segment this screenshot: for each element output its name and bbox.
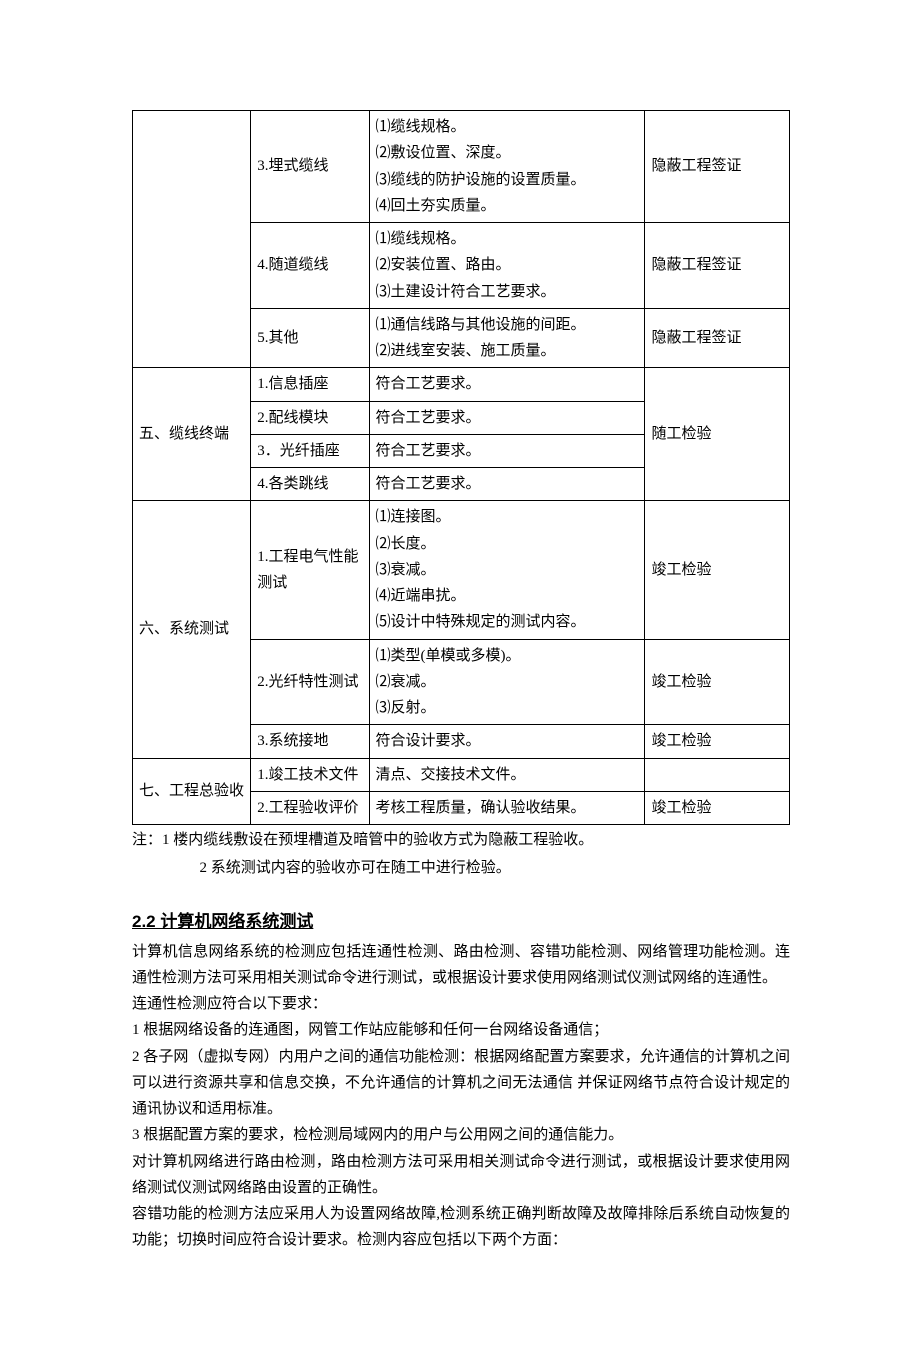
table-cell-item: 1.信息插座: [251, 368, 369, 401]
body-paragraph: 计算机信息网络系统的检测应包括连通性检测、路由检测、容错功能检测、网络管理功能检…: [132, 939, 790, 992]
table-cell-item: 2.光纤特性测试: [251, 639, 369, 725]
table-cell-method: 竣工检验: [645, 639, 790, 725]
body-paragraph: 容错功能的检测方法应采用人为设置网络故障,检测系统正确判断故障及故障排除后系统自…: [132, 1201, 790, 1254]
table-cell-method: 隐蔽工程签证: [645, 111, 790, 223]
table-cell-category: 六、系统测试: [133, 501, 251, 758]
table-cell-method: 隐蔽工程签证: [645, 223, 790, 309]
table-cell-category: 五、缆线终端: [133, 368, 251, 501]
table-cell-item: 2.配线模块: [251, 401, 369, 434]
table-cell-item: 3.埋式缆线: [251, 111, 369, 223]
table-cell-item: 3.系统接地: [251, 725, 369, 758]
table-cell-content: ⑴通信线路与其他设施的间距。⑵进线室安装、施工质量。: [369, 308, 645, 368]
section-body: 计算机信息网络系统的检测应包括连通性检测、路由检测、容错功能检测、网络管理功能检…: [132, 939, 790, 1254]
body-paragraph: 2 各子网（虚拟专网）内用户之间的通信功能检测：根据网络配置方案要求，允许通信的…: [132, 1044, 790, 1123]
table-cell-category: 七、工程总验收: [133, 758, 251, 825]
table-cell-item: 1.竣工技术文件: [251, 758, 369, 791]
table-cell-content: 符合工艺要求。: [369, 434, 645, 467]
table-cell-content: ⑴类型(单模或多模)。⑵衰减。⑶反射。: [369, 639, 645, 725]
table-cell-method: 竣工检验: [645, 501, 790, 639]
table-cell-content: ⑴缆线规格。⑵敷设位置、深度。⑶缆线的防护设施的设置质量。⑷回土夯实质量。: [369, 111, 645, 223]
section-heading-2-2: 2.2 计算机网络系统测试: [132, 908, 790, 935]
table-cell-content: ⑴连接图。⑵长度。⑶衰减。⑷近端串扰。⑸设计中特殊规定的测试内容。: [369, 501, 645, 639]
table-cell-content: 符合工艺要求。: [369, 368, 645, 401]
body-paragraph: 3 根据配置方案的要求，检检测局域网内的用户与公用网之间的通信能力。: [132, 1122, 790, 1148]
table-cell-item: 5.其他: [251, 308, 369, 368]
table-cell-method: 竣工检验: [645, 791, 790, 824]
table-cell-content: 符合工艺要求。: [369, 401, 645, 434]
table-cell-category: [133, 111, 251, 368]
table-cell-content: 清点、交接技术文件。: [369, 758, 645, 791]
table-cell-content: ⑴缆线规格。⑵安装位置、路由。⑶土建设计符合工艺要求。: [369, 223, 645, 309]
table-cell-item: 2.工程验收评价: [251, 791, 369, 824]
table-cell-item: 3．光纤插座: [251, 434, 369, 467]
body-paragraph: 1 根据网络设备的连通图，网管工作站应能够和任何一台网络设备通信；: [132, 1017, 790, 1043]
table-cell-method: 隐蔽工程签证: [645, 308, 790, 368]
table-cell-method: 随工检验: [645, 368, 790, 501]
table-cell-method: [645, 758, 790, 791]
table-cell-item: 4.随道缆线: [251, 223, 369, 309]
table-cell-item: 1.工程电气性能测试: [251, 501, 369, 639]
table-note-2: 2 系统测试内容的验收亦可在随工中进行检验。: [132, 855, 790, 881]
table-cell-item: 4.各类跳线: [251, 468, 369, 501]
body-paragraph: 对计算机网络进行路由检测，路由检测方法可采用相关测试命令进行测试，或根据设计要求…: [132, 1149, 790, 1202]
table-cell-content: 符合设计要求。: [369, 725, 645, 758]
body-paragraph: 连通性检测应符合以下要求：: [132, 991, 790, 1017]
table-cell-method: 竣工检验: [645, 725, 790, 758]
table-cell-content: 考核工程质量，确认验收结果。: [369, 791, 645, 824]
table-note-1: 注：1 楼内缆线敷设在预埋槽道及暗管中的验收方式为隐蔽工程验收。: [132, 827, 790, 853]
table-cell-content: 符合工艺要求。: [369, 468, 645, 501]
inspection-table: 3.埋式缆线⑴缆线规格。⑵敷设位置、深度。⑶缆线的防护设施的设置质量。⑷回土夯实…: [132, 110, 790, 825]
